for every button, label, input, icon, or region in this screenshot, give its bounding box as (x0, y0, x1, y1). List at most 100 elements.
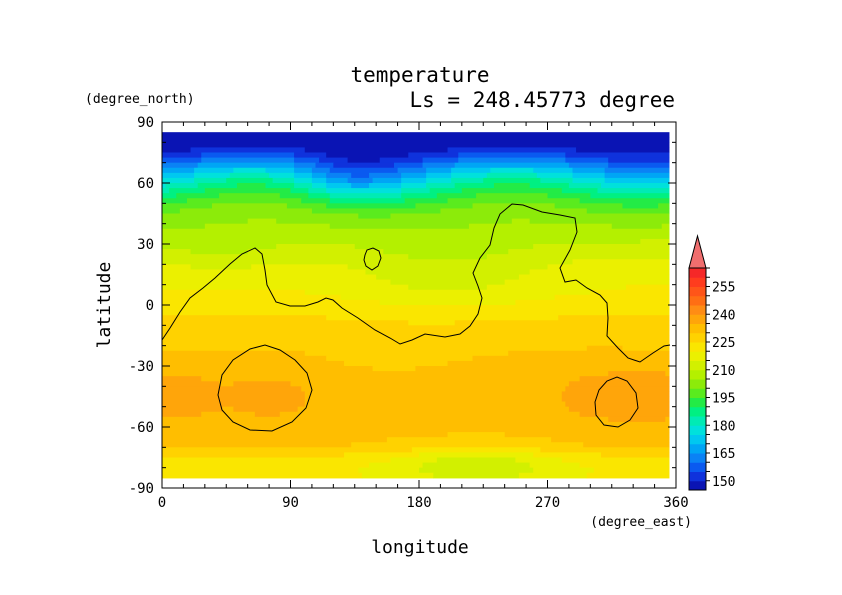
heatmap-cell (226, 177, 274, 184)
heatmap-cell (340, 294, 556, 301)
heatmap-cell (401, 188, 431, 194)
heatmap-cell (311, 183, 327, 189)
y-tick-label: 0 (146, 298, 154, 314)
heatmap-cell (251, 264, 349, 271)
heatmap-cell (440, 208, 588, 215)
heatmap-cell (162, 183, 167, 189)
heatmap-cell (486, 172, 538, 179)
heatmap-cell (201, 376, 581, 382)
heatmap-cell (554, 203, 624, 210)
heatmap-cell (201, 157, 295, 164)
heatmap-cell (565, 386, 670, 393)
heatmap-cell (608, 371, 666, 377)
heatmap-cell (408, 320, 456, 326)
heatmap-cell (429, 188, 463, 194)
heatmap-cell (162, 193, 177, 199)
colorbar-extension (688, 234, 707, 269)
contour-lines (161, 203, 671, 432)
heatmap-cell (162, 401, 306, 408)
heatmap-cell (294, 172, 313, 179)
heatmap-cell (486, 284, 627, 291)
colorbar-label: 240 (712, 308, 735, 323)
heatmap-cell (568, 162, 609, 169)
heatmap-cell (326, 183, 352, 189)
y-tick-label: -60 (129, 420, 154, 436)
colorbar-swatch (689, 388, 706, 398)
heatmap-cell (162, 391, 306, 398)
heatmap-cell (354, 244, 534, 250)
heatmap-cell (162, 152, 202, 159)
heatmap-cell (162, 167, 195, 174)
heatmap-cell (304, 147, 449, 154)
heatmap-cell (329, 223, 470, 230)
heatmap-cell (179, 208, 313, 215)
heatmap-cell (236, 183, 267, 189)
heatmap-cell (361, 472, 434, 479)
heatmap-cell (304, 391, 563, 398)
heatmap-cell (162, 452, 345, 459)
colorbar-swatch (689, 406, 706, 417)
heatmap-cell (304, 350, 509, 357)
heatmap-cell (162, 472, 363, 479)
heatmap-cell (515, 457, 563, 464)
colorbar-swatch (689, 323, 706, 334)
heatmap-cell (294, 162, 317, 169)
heatmap-cell (451, 172, 488, 179)
heatmap-cell (344, 452, 420, 459)
colorbar-swatch (689, 286, 706, 297)
heatmap-cell (162, 350, 306, 357)
colorbar-swatch (689, 471, 706, 482)
heatmap-cell (162, 137, 670, 143)
heatmap-cell (411, 447, 541, 454)
colorbar-swatch (689, 397, 706, 408)
x-units-label: (degree_east) (590, 515, 692, 530)
heatmap-cell (162, 172, 195, 179)
heatmap-cell (372, 177, 402, 184)
contour-north-boundary (161, 203, 671, 363)
heatmap-cell (461, 188, 563, 194)
heatmap-cell (383, 249, 509, 255)
heatmap-cell (608, 416, 666, 423)
heatmap-cell (515, 299, 670, 306)
heatmap-cell (518, 274, 670, 281)
x-tick-label: 360 (663, 495, 688, 511)
heatmap-cell (372, 366, 417, 372)
heatmap-cell (369, 183, 402, 189)
heatmap-cell (162, 142, 670, 149)
heatmap-cell (547, 264, 670, 271)
heatmap-cell (561, 188, 599, 194)
heatmap-cell (162, 213, 359, 220)
heatmap-cell (401, 172, 427, 179)
heatmap-cell (326, 188, 402, 194)
heatmap-cell (554, 294, 670, 301)
heatmap-cell (197, 162, 295, 169)
heatmap-cell (601, 183, 670, 189)
heatmap-cell (579, 462, 670, 469)
heatmap-cell (162, 284, 409, 291)
y-tick-label: 60 (137, 176, 154, 192)
heatmap-cell (604, 167, 670, 174)
x-axis-label: longitude (371, 537, 469, 558)
heatmap-cell (229, 172, 270, 179)
heatmap-cell (436, 193, 477, 199)
heatmap-cell (279, 193, 309, 199)
colorbar-swatch (689, 443, 706, 454)
heatmap-cell (222, 406, 234, 413)
heatmap-cell (369, 462, 424, 469)
heatmap-cell (233, 381, 292, 387)
heatmap-cell (247, 249, 384, 255)
heatmap-cell (162, 279, 392, 286)
heatmap-cell (162, 371, 609, 377)
heatmap-cell (426, 183, 456, 189)
contour-southeast-loop (594, 376, 639, 428)
heatmap-cell (358, 467, 420, 474)
colorbar-swatch (689, 434, 706, 445)
heatmap-cell (565, 401, 670, 408)
heatmap-cell (572, 259, 670, 265)
heatmap-cell (162, 132, 670, 138)
heatmap-cell (233, 167, 267, 174)
heatmap-cell (162, 188, 170, 194)
heatmap-cell (265, 167, 295, 174)
heatmap-cell (458, 157, 566, 164)
heatmap-cell (276, 244, 356, 250)
